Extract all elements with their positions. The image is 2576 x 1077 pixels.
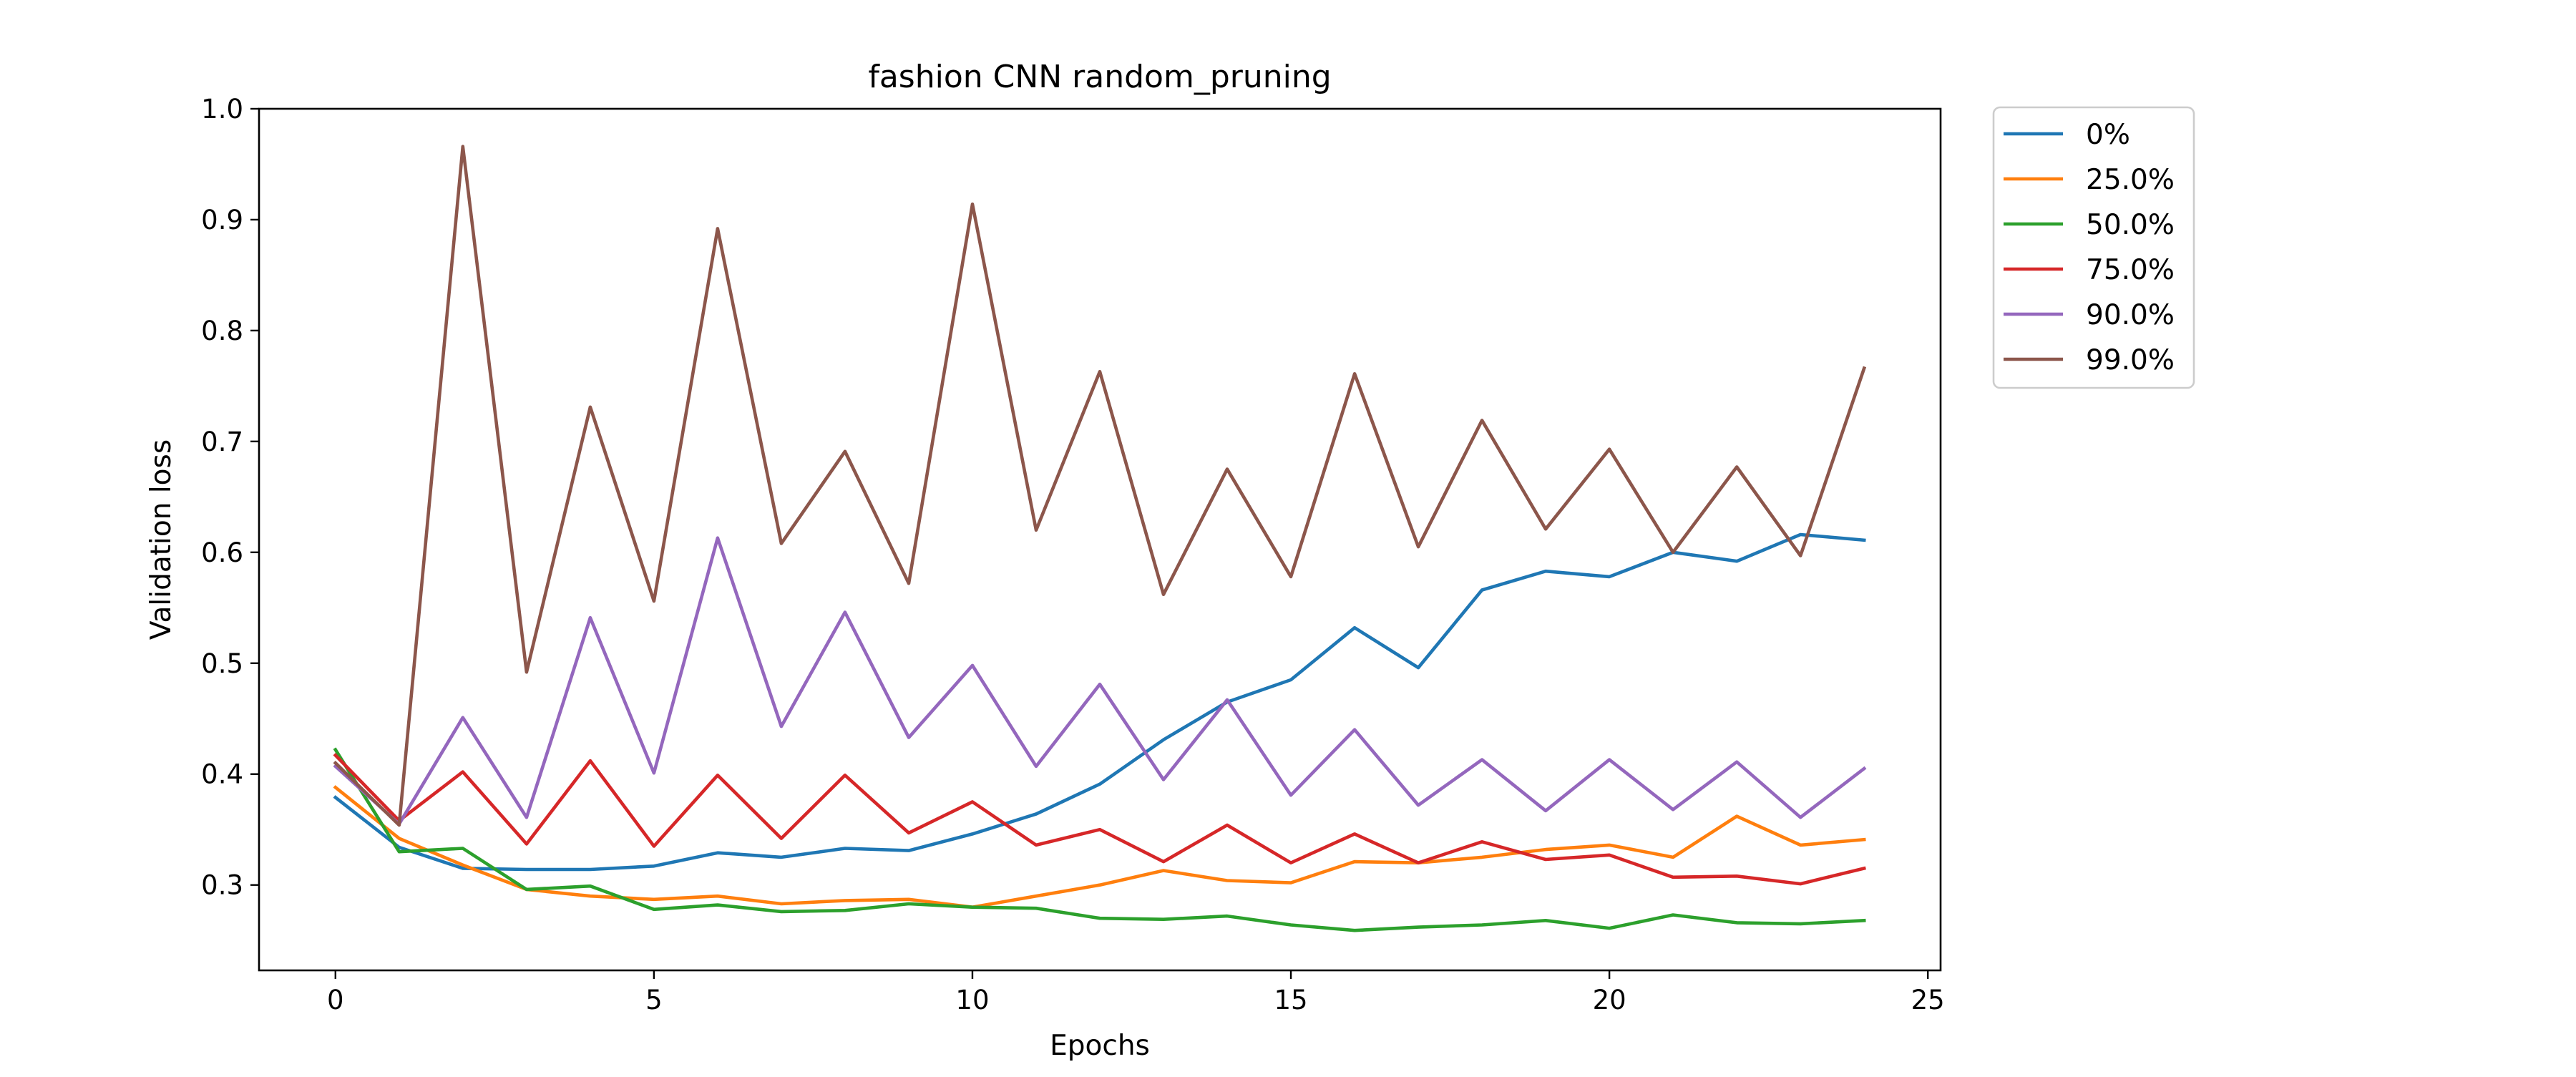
- x-tick-label: 0: [327, 985, 344, 1015]
- series-line-90-0: [333, 536, 1867, 826]
- x-tick-label: 15: [1274, 985, 1307, 1015]
- y-tick-label: 0.7: [201, 427, 243, 457]
- series-line-0: [333, 532, 1866, 872]
- plot-frame: [258, 107, 1942, 972]
- y-tick-label: 0.8: [201, 316, 243, 346]
- legend-items: 0% 25.0% 50.0% 75.0% 90.0% 99.0%: [2004, 119, 2175, 376]
- legend-label: 25.0%: [2086, 164, 2175, 196]
- x-tick-label: 20: [1593, 985, 1626, 1015]
- y-axis-ticks: 0.3 0.4 0.5 0.6 0.7 0.8 0.9 1.0: [201, 94, 259, 901]
- legend-label: 0%: [2086, 119, 2130, 151]
- x-tick-label: 25: [1911, 985, 1945, 1015]
- series-line-99-0: [333, 145, 1867, 827]
- y-tick-label: 0.5: [201, 648, 243, 679]
- chart-title: fashion CNN random_pruning: [868, 59, 1331, 95]
- legend-label: 90.0%: [2086, 299, 2175, 331]
- series-line-25-0: [333, 785, 1866, 909]
- x-tick-label: 5: [645, 985, 663, 1015]
- y-tick-label: 0.6: [201, 537, 243, 568]
- y-tick-label: 0.4: [201, 759, 243, 790]
- legend-label: 99.0%: [2086, 344, 2175, 376]
- series-line-75-0: [333, 753, 1866, 886]
- legend-label: 75.0%: [2086, 254, 2175, 286]
- series-line-50-0: [333, 747, 1866, 932]
- y-axis-label: Validation loss: [145, 439, 177, 640]
- series-lines: [333, 145, 1867, 932]
- x-tick-label: 10: [955, 985, 989, 1015]
- legend-label: 50.0%: [2086, 209, 2175, 241]
- legend: 0% 25.0% 50.0% 75.0% 90.0% 99.0%: [1992, 106, 2195, 389]
- y-tick-label: 0.9: [201, 205, 243, 235]
- y-tick-label: 1.0: [201, 94, 243, 125]
- x-axis-label: Epochs: [1050, 1030, 1150, 1062]
- y-tick-label: 0.3: [201, 870, 243, 901]
- x-axis-ticks: 0 5 10 15 20 25: [327, 970, 1945, 1015]
